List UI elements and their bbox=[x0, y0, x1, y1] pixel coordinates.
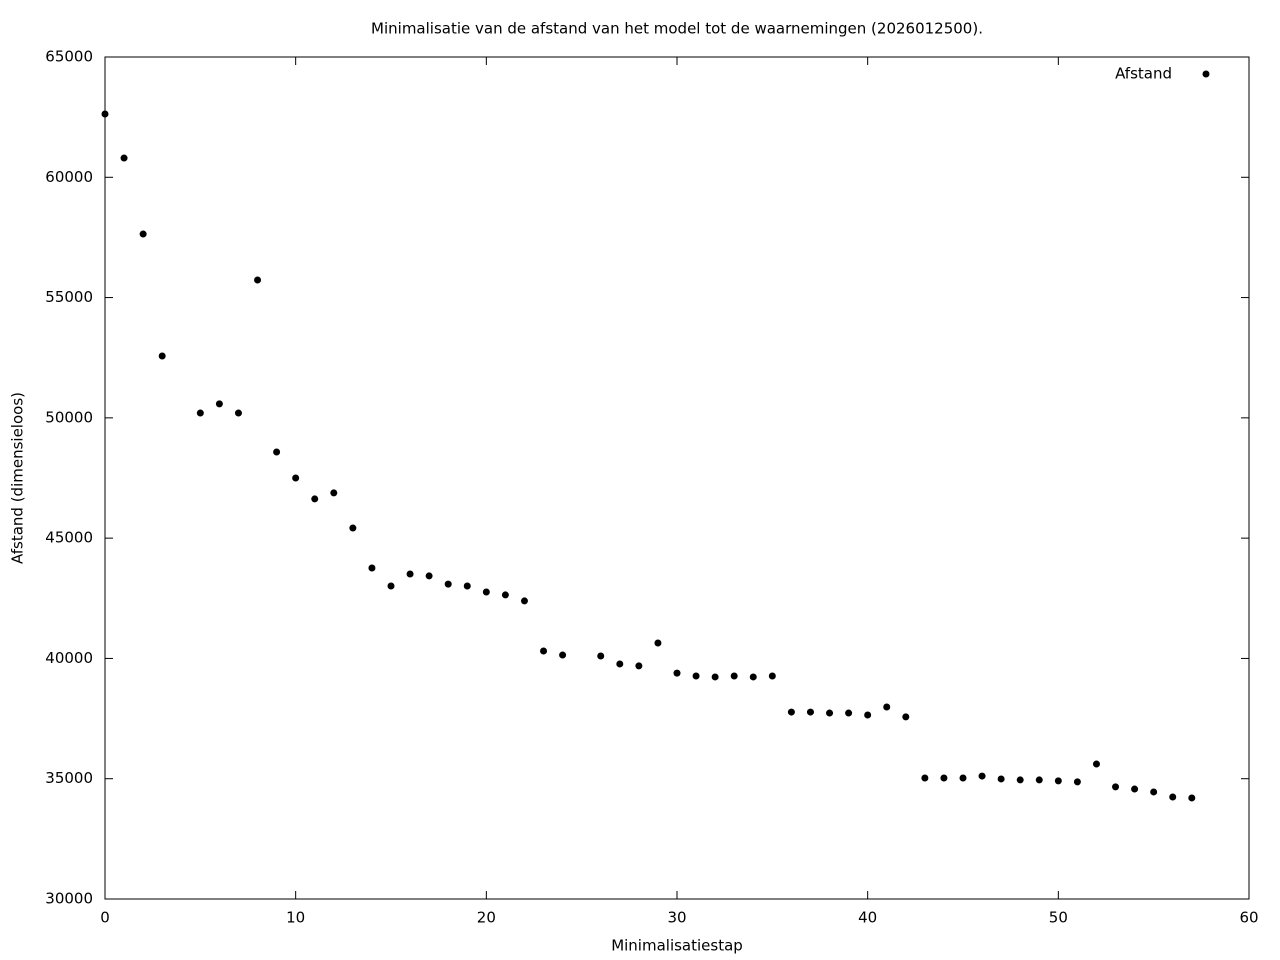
y-tick-label: 40000 bbox=[45, 649, 93, 667]
point bbox=[1131, 785, 1139, 793]
point bbox=[1092, 760, 1100, 768]
point bbox=[520, 597, 528, 605]
point bbox=[959, 774, 967, 782]
x-tick-label: 0 bbox=[100, 909, 110, 927]
point bbox=[368, 564, 376, 572]
point bbox=[654, 639, 662, 647]
y-tick-label: 65000 bbox=[45, 48, 93, 66]
point bbox=[1169, 793, 1177, 801]
point bbox=[845, 709, 853, 717]
point bbox=[444, 580, 452, 588]
point bbox=[768, 672, 776, 680]
point bbox=[349, 524, 357, 532]
point bbox=[997, 775, 1005, 783]
point bbox=[921, 774, 929, 782]
y-tick-label: 35000 bbox=[45, 769, 93, 787]
point bbox=[1016, 776, 1024, 784]
point bbox=[311, 495, 319, 503]
point bbox=[1035, 776, 1043, 784]
point bbox=[120, 154, 128, 162]
legend-marker bbox=[1202, 70, 1210, 78]
point bbox=[215, 400, 223, 408]
plot-frame bbox=[104, 56, 1250, 900]
y-tick-label: 30000 bbox=[45, 890, 93, 908]
point bbox=[330, 489, 338, 497]
y-axis-label: Afstand (dimensieloos) bbox=[9, 392, 27, 564]
point bbox=[711, 673, 719, 681]
point bbox=[292, 474, 300, 482]
point bbox=[425, 572, 433, 580]
point bbox=[501, 591, 509, 599]
x-tick-label: 50 bbox=[1049, 909, 1068, 927]
point bbox=[692, 672, 700, 680]
point bbox=[254, 276, 262, 284]
point bbox=[234, 409, 242, 417]
point bbox=[806, 708, 814, 716]
point bbox=[1073, 778, 1081, 786]
x-tick-label: 30 bbox=[667, 909, 686, 927]
x-tick-label: 20 bbox=[477, 909, 496, 927]
point bbox=[139, 230, 147, 238]
y-tick-label: 45000 bbox=[45, 529, 93, 547]
point bbox=[978, 772, 986, 780]
point bbox=[597, 652, 605, 660]
point bbox=[1112, 783, 1120, 791]
y-tick-label: 50000 bbox=[45, 408, 93, 426]
point bbox=[940, 774, 948, 782]
x-tick-label: 40 bbox=[858, 909, 877, 927]
y-tick-label: 60000 bbox=[45, 168, 93, 186]
point bbox=[482, 588, 490, 596]
x-tick-label: 60 bbox=[1239, 909, 1258, 927]
point bbox=[463, 582, 471, 590]
x-tick-label: 10 bbox=[286, 909, 305, 927]
point bbox=[730, 672, 738, 680]
point bbox=[1188, 794, 1196, 802]
point bbox=[902, 713, 910, 721]
point bbox=[1054, 777, 1062, 785]
point bbox=[673, 669, 681, 677]
point bbox=[635, 662, 643, 670]
point bbox=[1150, 788, 1158, 796]
point bbox=[864, 711, 872, 719]
point bbox=[196, 409, 204, 417]
point bbox=[826, 709, 834, 717]
x-axis-label: Minimalisatiestap bbox=[611, 937, 743, 955]
legend-label: Afstand bbox=[1115, 65, 1172, 83]
point bbox=[273, 448, 281, 456]
point bbox=[406, 570, 414, 578]
point bbox=[883, 703, 891, 711]
point bbox=[387, 582, 395, 590]
point bbox=[749, 673, 757, 681]
point bbox=[101, 110, 109, 118]
point bbox=[559, 651, 567, 659]
chart-title: Minimalisatie van de afstand van het mod… bbox=[371, 20, 983, 38]
point bbox=[158, 352, 166, 360]
y-tick-label: 55000 bbox=[45, 288, 93, 306]
point bbox=[540, 647, 548, 655]
point bbox=[616, 660, 624, 668]
point bbox=[787, 708, 795, 716]
